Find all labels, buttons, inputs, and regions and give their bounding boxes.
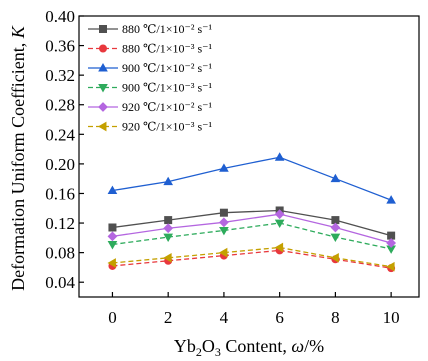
y-tick-label: 0.24 bbox=[45, 125, 75, 144]
data-point-s5-0 bbox=[107, 231, 118, 242]
data-point-s1-1 bbox=[164, 216, 173, 225]
legend-item-3: 900 ℃/1×10⁻² s⁻¹ bbox=[88, 61, 212, 75]
y-tick-label: 0.36 bbox=[45, 37, 75, 56]
x-tick-label: 6 bbox=[275, 308, 284, 327]
data-point-s3-0 bbox=[107, 185, 118, 194]
data-point-s3-5 bbox=[386, 195, 396, 204]
x-axis: 0 2 4 6 8 10 bbox=[108, 292, 400, 327]
data-point-s4-1 bbox=[163, 233, 174, 243]
series-markers bbox=[107, 152, 397, 273]
data-point-s6-5 bbox=[386, 261, 395, 272]
x-tick-label: 8 bbox=[331, 308, 340, 327]
legend-label: 880 ℃/1×10⁻³ s⁻¹ bbox=[122, 42, 212, 56]
series-lines bbox=[112, 156, 392, 269]
legend-label: 880 ℃/1×10⁻² s⁻¹ bbox=[122, 22, 212, 36]
series-line-1 bbox=[112, 209, 392, 237]
data-point-s6-2 bbox=[218, 247, 228, 258]
data-point-s4-0 bbox=[107, 241, 118, 250]
data-point-s3-1 bbox=[163, 176, 174, 186]
series-line-2 bbox=[112, 249, 392, 269]
data-point-s5-3 bbox=[274, 209, 285, 220]
legend-item-2: 880 ℃/1×10⁻³ s⁻¹ bbox=[88, 42, 212, 56]
x-tick-label: 10 bbox=[383, 308, 400, 327]
series-line-5 bbox=[112, 213, 392, 244]
data-point-s5-4 bbox=[330, 222, 341, 233]
data-point-s6-1 bbox=[163, 252, 172, 263]
legend-marker bbox=[99, 44, 108, 53]
data-point-s6-0 bbox=[107, 258, 116, 268]
y-tick-label: 0.32 bbox=[45, 66, 75, 85]
y-tick-label: 0.16 bbox=[45, 184, 75, 203]
legend-marker bbox=[98, 121, 107, 132]
series-line-3 bbox=[112, 156, 392, 201]
legend-label: 920 ℃/1×10⁻³ s⁻¹ bbox=[122, 120, 212, 134]
data-point-s5-5 bbox=[386, 238, 397, 248]
legend-item-4: 900 ℃/1×10⁻³ s⁻¹ bbox=[88, 81, 212, 95]
data-point-s3-4 bbox=[330, 173, 341, 183]
y-tick-label: 0.12 bbox=[45, 214, 75, 233]
y-tick-label: 0.04 bbox=[45, 273, 75, 292]
legend-marker bbox=[98, 102, 108, 112]
data-point-s1-0 bbox=[108, 223, 117, 232]
y-axis: 0.04 0.08 0.12 0.16 0.20 0.24 0.28 0.32 0.36 0.40 bbox=[45, 7, 84, 292]
x-axis-title: Yb2O3 Content, ω/% bbox=[174, 336, 324, 359]
legend-marker bbox=[98, 63, 108, 72]
x-tick-label: 4 bbox=[220, 308, 229, 327]
legend-item-5: 920 ℃/1×10⁻² s⁻¹ bbox=[88, 100, 212, 114]
data-point-s5-1 bbox=[163, 223, 174, 234]
legend: 880 ℃/1×10⁻² s⁻¹ 880 ℃/1×10⁻³ s⁻¹ 900 ℃/1×… bbox=[88, 22, 212, 134]
x-tick-label: 0 bbox=[108, 308, 117, 327]
data-point-s4-4 bbox=[330, 233, 341, 243]
legend-marker bbox=[99, 24, 108, 33]
data-point-s4-3 bbox=[274, 219, 285, 228]
legend-item-1: 880 ℃/1×10⁻² s⁻¹ bbox=[88, 22, 212, 36]
legend-marker bbox=[98, 84, 108, 93]
data-point-s3-3 bbox=[274, 152, 285, 161]
y-axis-title: Deformation Uniform Coefficient, K bbox=[8, 25, 28, 291]
data-point-s3-2 bbox=[219, 163, 229, 172]
data-point-s5-2 bbox=[219, 217, 229, 228]
legend-item-6: 920 ℃/1×10⁻³ s⁻¹ bbox=[88, 120, 212, 134]
legend-label: 900 ℃/1×10⁻³ s⁻¹ bbox=[122, 81, 212, 95]
plot-frame bbox=[78, 15, 420, 298]
data-point-s6-3 bbox=[274, 242, 284, 253]
data-point-s4-2 bbox=[219, 226, 229, 236]
series-line-4 bbox=[112, 222, 392, 250]
legend-label: 920 ℃/1×10⁻² s⁻¹ bbox=[122, 100, 212, 114]
y-tick-label: 0.28 bbox=[45, 96, 75, 115]
y-tick-label: 0.08 bbox=[45, 244, 75, 263]
data-point-s6-4 bbox=[330, 252, 339, 263]
y-tick-label: 0.40 bbox=[45, 7, 75, 26]
y-tick-label: 0.20 bbox=[45, 155, 75, 174]
x-tick-label: 2 bbox=[164, 308, 173, 327]
series-line-6 bbox=[112, 246, 392, 268]
data-point-s1-2 bbox=[219, 208, 228, 217]
legend-label: 900 ℃/1×10⁻² s⁻¹ bbox=[122, 61, 212, 75]
